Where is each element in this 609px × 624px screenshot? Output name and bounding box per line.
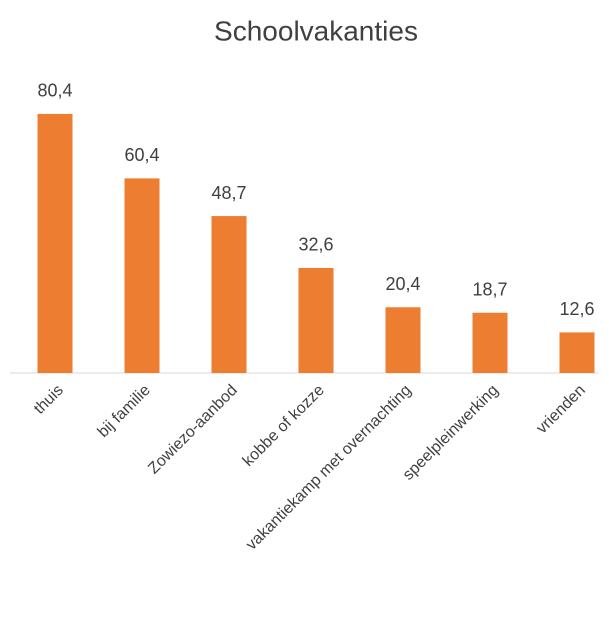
x-tick-label: vrienden [533, 382, 588, 437]
x-tick-label: thuis [31, 382, 67, 418]
x-tick-label: kobbe of kozze [240, 382, 328, 470]
bar [124, 178, 160, 373]
x-tick-label: bij familie [95, 382, 154, 441]
bar [472, 312, 508, 373]
value-label: 12,6 [559, 299, 594, 319]
bar [211, 216, 247, 373]
bar [559, 332, 595, 373]
bar [298, 267, 334, 373]
value-label: 60,4 [124, 145, 159, 165]
value-label: 32,6 [298, 235, 333, 255]
bar [385, 307, 421, 373]
value-label: 80,4 [37, 81, 72, 101]
x-tick-label: Zowiezo-aanbod [145, 382, 241, 478]
chart-title: Schoolvakanties [214, 15, 418, 46]
x-tick-label: vakantiekamp met overnachting [243, 382, 415, 554]
x-tick-label: speelpleinwerking [400, 382, 502, 484]
value-label: 48,7 [211, 183, 246, 203]
value-label: 18,7 [472, 279, 507, 299]
value-label: 20,4 [385, 274, 420, 294]
bar [37, 113, 73, 373]
